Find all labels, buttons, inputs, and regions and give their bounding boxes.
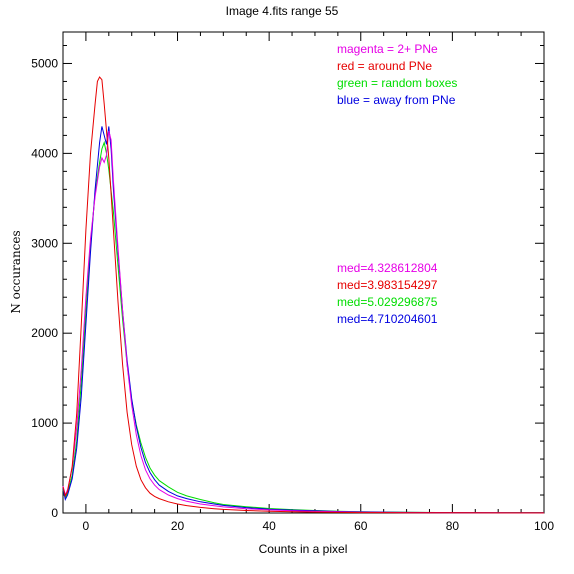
- legend-entry: magenta = 2+ PNe: [337, 42, 438, 56]
- legend-entry: green = random boxes: [337, 76, 457, 90]
- median-annotation: med=4.328612804: [337, 261, 438, 275]
- chart-title: Image 4.fits range 55: [226, 4, 339, 18]
- median-annotation: med=3.983154297: [337, 278, 438, 292]
- series-line-2: [62, 126, 545, 514]
- x-tick-label: 80: [446, 519, 460, 533]
- series-layer: [62, 76, 545, 514]
- y-tick-label: 1000: [31, 416, 58, 430]
- median-annotations: med=4.328612804 med=3.983154297 med=5.0292…: [337, 261, 438, 326]
- axis-ticks: [62, 32, 545, 514]
- x-tick-label: 60: [354, 519, 368, 533]
- y-tick-label: 0: [51, 506, 58, 520]
- y-tick-label: 2000: [31, 326, 58, 340]
- x-tick-label: 40: [262, 519, 276, 533]
- y-tick-label: 4000: [31, 146, 58, 160]
- y-tick-label: 3000: [31, 236, 58, 250]
- legend-entry: red = around PNe: [337, 59, 432, 73]
- legend: magenta = 2+ PNe red = around PNe green = …: [337, 42, 457, 107]
- legend-entry: blue = away from PNe: [337, 93, 456, 107]
- x-axis-label: Counts in a pixel: [259, 542, 348, 556]
- y-tick-label: 5000: [31, 56, 58, 70]
- series-line-4: [62, 76, 544, 514]
- series-line-1: [62, 140, 545, 514]
- y-axis-label: N occurances: [9, 230, 23, 313]
- median-annotation: med=4.710204601: [337, 312, 438, 326]
- median-annotation: med=5.029296875: [337, 295, 438, 309]
- series-line-3: [62, 130, 545, 514]
- x-tick-label: 0: [83, 519, 90, 533]
- x-tick-label: 20: [171, 519, 185, 533]
- plot-frame: [62, 31, 545, 514]
- x-tick-label: 100: [534, 519, 554, 533]
